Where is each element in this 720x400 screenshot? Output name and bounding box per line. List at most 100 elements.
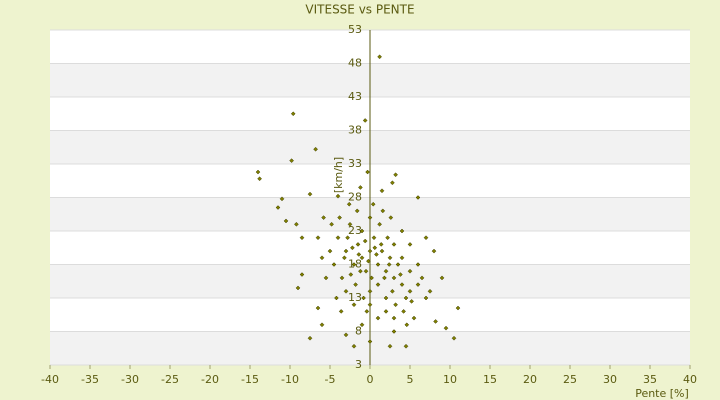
data-point bbox=[359, 322, 365, 328]
data-point bbox=[375, 262, 381, 267]
data-point bbox=[387, 255, 393, 261]
data-point bbox=[362, 118, 368, 123]
y-tick-label: 23 bbox=[348, 224, 362, 237]
data-point bbox=[307, 335, 313, 341]
data-point bbox=[399, 255, 405, 261]
data-point bbox=[355, 242, 361, 247]
data-point bbox=[365, 169, 370, 175]
data-point bbox=[331, 262, 337, 267]
x-tick-label: -35 bbox=[81, 373, 99, 386]
data-point bbox=[391, 329, 397, 334]
data-point bbox=[356, 252, 362, 257]
data-point bbox=[391, 242, 397, 247]
data-point bbox=[351, 343, 357, 349]
data-point bbox=[335, 235, 341, 241]
data-point bbox=[327, 248, 333, 254]
data-point bbox=[439, 275, 445, 281]
data-point bbox=[283, 218, 289, 224]
data-point bbox=[370, 201, 376, 207]
data-point bbox=[393, 172, 398, 178]
data-point bbox=[403, 295, 409, 301]
data-point bbox=[411, 315, 417, 321]
data-point bbox=[380, 208, 386, 214]
data-point bbox=[359, 228, 365, 234]
x-tick-label: 20 bbox=[523, 373, 537, 386]
data-point bbox=[345, 235, 350, 241]
data-point bbox=[377, 221, 382, 227]
data-point bbox=[353, 282, 358, 287]
data-point bbox=[339, 275, 345, 281]
y-tick-label: 3 bbox=[355, 358, 362, 371]
y-tick-label: 53 bbox=[348, 23, 362, 36]
data-point bbox=[383, 309, 389, 314]
y-axis-title: [km/h] bbox=[332, 157, 345, 193]
x-tick-label: 0 bbox=[367, 373, 374, 386]
data-point bbox=[275, 205, 281, 210]
data-point bbox=[358, 185, 363, 190]
x-tick-label: 5 bbox=[407, 373, 414, 386]
data-point bbox=[393, 302, 398, 308]
data-point bbox=[415, 282, 421, 287]
data-point bbox=[387, 343, 393, 349]
data-point bbox=[427, 288, 433, 294]
data-point bbox=[358, 268, 363, 274]
data-point bbox=[323, 275, 329, 281]
data-point bbox=[364, 309, 370, 314]
data-point bbox=[367, 288, 373, 294]
data-point bbox=[375, 315, 381, 321]
data-point bbox=[363, 268, 369, 274]
data-point bbox=[407, 288, 413, 294]
y-tick-label: 8 bbox=[355, 325, 362, 338]
y-tick-label: 43 bbox=[348, 90, 362, 103]
data-point bbox=[455, 305, 461, 311]
plot-area bbox=[50, 29, 690, 366]
x-tick-label: 10 bbox=[443, 373, 457, 386]
data-point bbox=[372, 245, 378, 251]
data-point bbox=[390, 288, 395, 294]
data-point bbox=[404, 322, 410, 328]
data-point bbox=[347, 221, 353, 227]
x-tick-label: 40 bbox=[683, 373, 697, 386]
data-point bbox=[315, 305, 321, 311]
data-point bbox=[299, 272, 305, 277]
y-tick-label: 38 bbox=[348, 124, 362, 137]
data-point bbox=[319, 255, 325, 261]
data-point bbox=[369, 275, 374, 281]
data-point bbox=[390, 180, 395, 186]
data-point bbox=[354, 208, 360, 214]
data-point bbox=[415, 195, 421, 200]
x-tick-label: 35 bbox=[643, 373, 657, 386]
data-point bbox=[407, 268, 413, 274]
data-point bbox=[382, 275, 387, 281]
x-tick-label: -30 bbox=[121, 373, 139, 386]
x-axis-title: Pente [%] bbox=[635, 387, 689, 400]
data-point bbox=[295, 285, 301, 291]
data-point bbox=[377, 54, 382, 60]
data-point bbox=[313, 146, 318, 152]
data-point bbox=[401, 309, 406, 314]
data-point bbox=[383, 268, 389, 274]
x-tick-label: -40 bbox=[41, 373, 59, 386]
data-point bbox=[431, 248, 437, 254]
data-point bbox=[290, 111, 296, 117]
data-point bbox=[315, 235, 321, 241]
data-point bbox=[361, 295, 366, 301]
data-point bbox=[343, 332, 349, 338]
data-point bbox=[433, 319, 438, 324]
data-point bbox=[289, 158, 294, 164]
data-point bbox=[350, 245, 355, 251]
y-tick-label: 28 bbox=[348, 191, 362, 204]
data-point bbox=[257, 176, 262, 182]
data-point bbox=[386, 262, 392, 267]
data-point bbox=[383, 295, 389, 301]
data-point bbox=[385, 235, 390, 241]
data-point bbox=[351, 262, 357, 267]
x-tick-label: -10 bbox=[281, 373, 299, 386]
data-point bbox=[351, 302, 357, 308]
data-point bbox=[319, 322, 325, 328]
data-point bbox=[395, 262, 401, 267]
data-point bbox=[419, 275, 425, 281]
data-point bbox=[379, 248, 385, 254]
data-point bbox=[337, 215, 342, 220]
